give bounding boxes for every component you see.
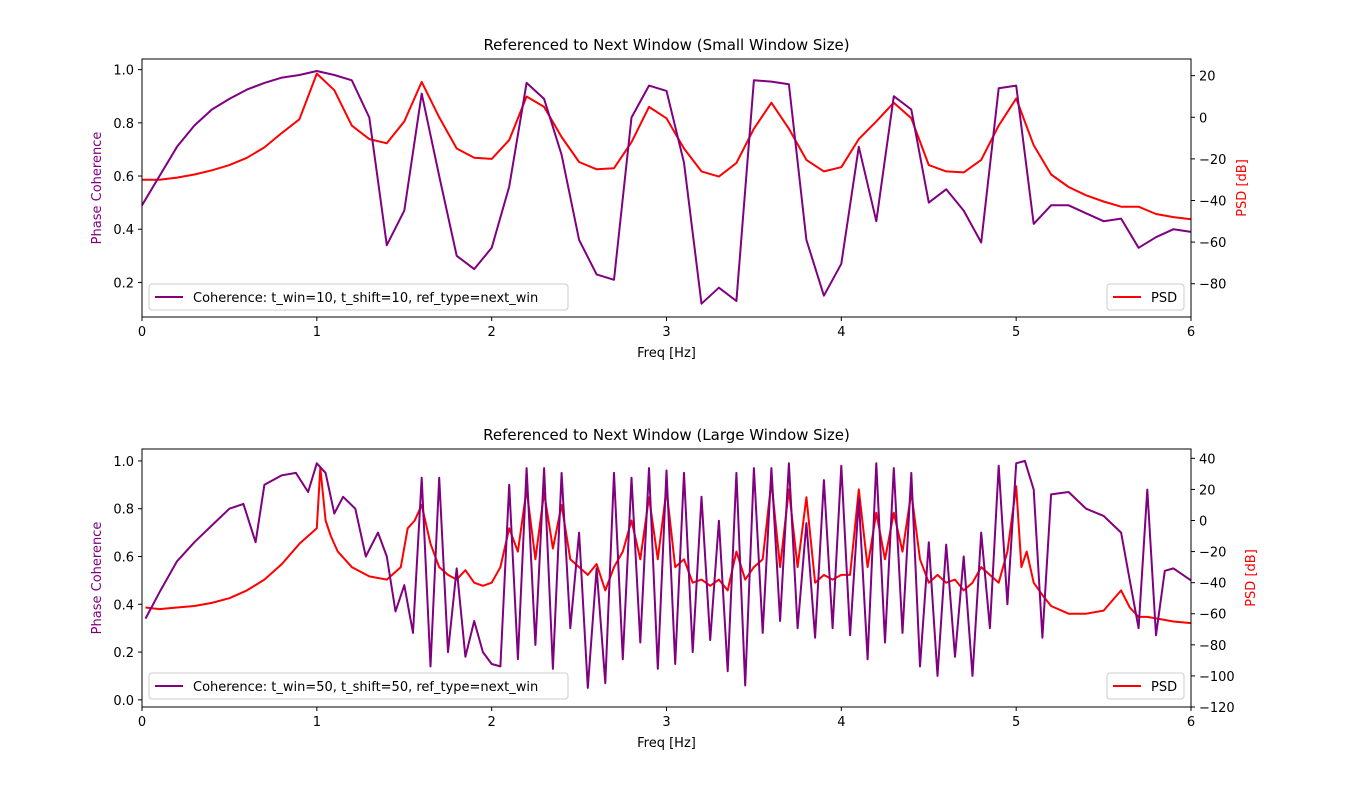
- left-tick-label: 0.2: [113, 646, 134, 661]
- x-tick-label: 0: [138, 325, 146, 340]
- subplot-top-x-axis: 0 1 2 3 4 5 6: [138, 317, 1195, 340]
- subplot-top-legend-coherence: Coherence: t_win=10, t_shift=10, ref_typ…: [148, 283, 569, 311]
- legend-label: PSD: [1151, 680, 1177, 695]
- subplot-bottom-right-axis-label: PSD [dB]: [1244, 549, 1259, 607]
- subplot-bottom-legend-coherence: Coherence: t_win=50, t_shift=50, ref_typ…: [148, 672, 569, 700]
- left-tick-label: 0.0: [113, 694, 134, 709]
- legend-label: Coherence: t_win=10, t_shift=10, ref_typ…: [193, 291, 538, 306]
- subplot-top-psd-series: [142, 72, 1192, 221]
- x-tick-label: 6: [1187, 325, 1195, 340]
- x-tick-label: 1: [313, 325, 321, 340]
- x-tick-label: 5: [1012, 325, 1020, 340]
- left-tick-label: 1.0: [113, 64, 134, 79]
- right-tick-label: −40: [1199, 577, 1226, 592]
- right-tick-label: −120: [1199, 701, 1235, 716]
- subplot-top-left-axis: 0.2 0.4 0.6 0.8 1.0: [113, 64, 142, 291]
- right-tick-label: −20: [1199, 546, 1226, 561]
- right-tick-label: −60: [1199, 608, 1226, 623]
- right-tick-label: −20: [1199, 153, 1226, 168]
- left-tick-label: 0.6: [113, 551, 134, 566]
- legend-label: Coherence: t_win=50, t_shift=50, ref_typ…: [193, 680, 538, 695]
- x-tick-label: 4: [837, 325, 845, 340]
- subplot-top-left-axis-label: Phase Coherence: [90, 132, 105, 245]
- right-tick-label: 20: [1199, 483, 1216, 498]
- left-tick-label: 1.0: [113, 455, 134, 470]
- x-tick-label: 2: [488, 325, 496, 340]
- x-tick-label: 3: [662, 325, 670, 340]
- legend-label: PSD: [1151, 291, 1177, 306]
- x-tick-label: 1: [313, 715, 321, 730]
- legend-box: [1106, 283, 1185, 311]
- subplot-top-psd-line: [142, 72, 1192, 221]
- subplot-top-title: Referenced to Next Window (Small Window …: [483, 36, 849, 54]
- subplot-bottom-x-axis: 0 1 2 3 4 5 6: [138, 707, 1195, 730]
- subplot-top: Referenced to Next Window (Small Window …: [90, 36, 1250, 361]
- right-tick-label: −40: [1199, 194, 1226, 209]
- subplot-top-right-axis-label: PSD [dB]: [1235, 159, 1250, 217]
- subplot-bottom-coherence-series: [144, 459, 1192, 689]
- left-tick-label: 0.8: [113, 117, 134, 132]
- x-tick-label: 5: [1012, 715, 1020, 730]
- subplot-top-right-axis: −80 −60 −40 −20 0 20: [1191, 70, 1226, 293]
- right-tick-label: −100: [1199, 670, 1235, 685]
- x-tick-label: 0: [138, 715, 146, 730]
- right-tick-label: 40: [1199, 452, 1216, 467]
- x-tick-label: 6: [1187, 715, 1195, 730]
- subplot-top-coherence-series: [141, 70, 1192, 305]
- right-tick-label: 20: [1199, 70, 1216, 85]
- x-tick-label: 4: [837, 715, 845, 730]
- subplot-bottom-legend-psd: PSD: [1106, 672, 1185, 700]
- left-tick-label: 0.2: [113, 276, 134, 291]
- right-tick-label: 0: [1199, 111, 1207, 126]
- subplot-top-legend-psd: PSD: [1106, 283, 1185, 311]
- right-tick-label: −80: [1199, 639, 1226, 654]
- right-tick-label: 0: [1199, 514, 1207, 529]
- x-tick-label: 3: [662, 715, 670, 730]
- subplot-bottom-coherence-line: [144, 459, 1192, 689]
- right-tick-label: −80: [1199, 278, 1226, 293]
- subplot-bottom-title: Referenced to Next Window (Large Window …: [483, 426, 850, 444]
- subplot-top-coherence-line: [141, 70, 1192, 305]
- subplot-bottom-left-axis-label: Phase Coherence: [90, 522, 105, 635]
- subplot-bottom: Referenced to Next Window (Large Window …: [90, 426, 1259, 751]
- subplot-top-x-axis-label: Freq [Hz]: [637, 346, 696, 361]
- left-tick-label: 0.8: [113, 503, 134, 518]
- left-tick-label: 0.6: [113, 170, 134, 185]
- subplot-bottom-left-axis: 0.0 0.2 0.4 0.6 0.8 1.0: [113, 455, 142, 709]
- legend-box: [148, 672, 569, 700]
- subplot-bottom-right-axis: −120 −100 −80 −60 −40 −20 0 20 40: [1191, 452, 1235, 716]
- x-tick-label: 2: [488, 715, 496, 730]
- legend-box: [148, 283, 569, 311]
- left-tick-label: 0.4: [113, 223, 134, 238]
- right-tick-label: −60: [1199, 236, 1226, 251]
- left-tick-label: 0.4: [113, 598, 134, 613]
- subplot-bottom-x-axis-label: Freq [Hz]: [637, 736, 696, 751]
- legend-box: [1106, 672, 1185, 700]
